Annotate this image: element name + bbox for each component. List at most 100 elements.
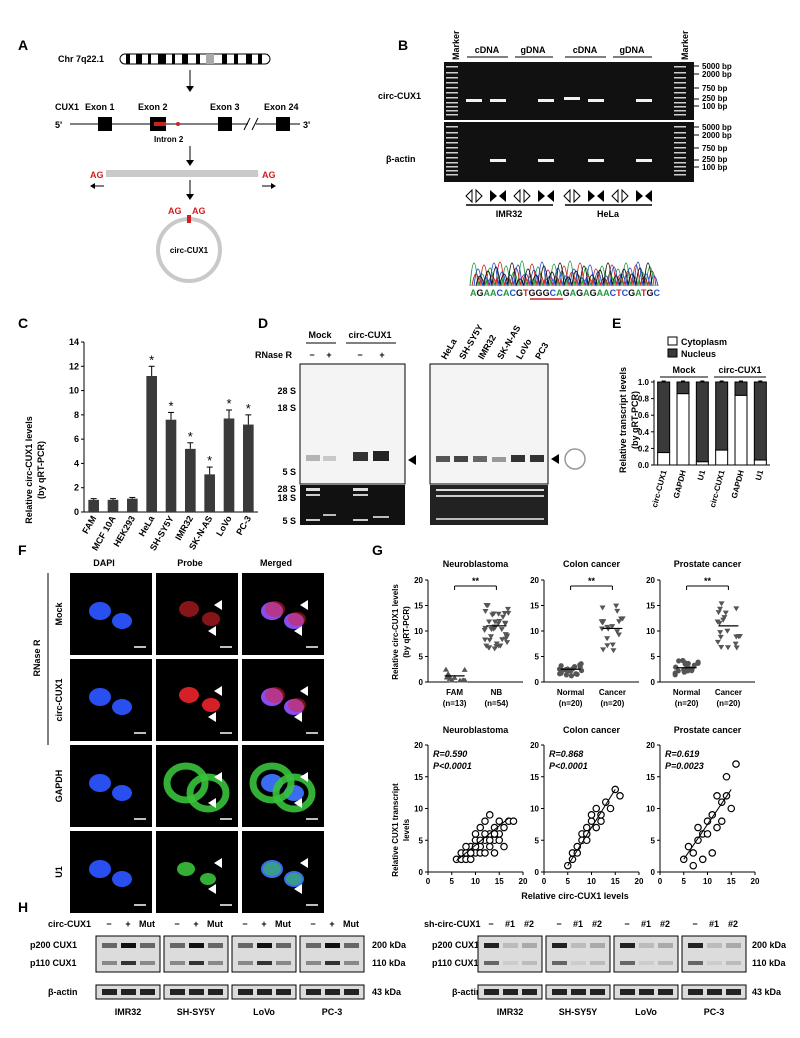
y-tick-label: 20 (646, 576, 655, 585)
band-actin (306, 989, 321, 995)
data-point (599, 626, 606, 632)
data-point (714, 619, 721, 625)
ladder-band (674, 170, 686, 172)
splice-right-label: AG (262, 170, 276, 180)
lane-sign: − (624, 919, 629, 929)
ladder-band (674, 132, 686, 134)
data-point (691, 662, 697, 668)
band-actin (571, 989, 586, 995)
divergent-primer-icon (465, 188, 483, 204)
panel-b-label: B (398, 37, 408, 53)
y-tick-label: 0 (535, 868, 540, 877)
band-actin (121, 989, 136, 995)
arrowhead-icon (214, 772, 222, 782)
band-actin (140, 989, 155, 995)
circ-group-label: circ-CUX1 (348, 330, 391, 340)
panel-b: B Marker Marker cDNA gDNA cDNA gDNA circ… (378, 30, 732, 300)
data-point (614, 608, 621, 614)
band-actin (658, 989, 673, 995)
data-point (722, 772, 731, 781)
group-label: Normal (557, 688, 585, 697)
g-bottom-ylabel-1: Relative CUX1 transcript (391, 783, 400, 877)
correlation-p: P=0.0023 (665, 761, 704, 771)
correlation-p: P<0.0001 (549, 761, 588, 771)
correlation-r: R=0.590 (433, 749, 467, 759)
band-actin (707, 989, 722, 995)
exon-24-label: Exon 24 (264, 102, 299, 112)
data-point (563, 672, 570, 678)
cell-label-imr32: IMR32 (496, 209, 523, 219)
lane-sign: #1 (709, 919, 719, 929)
band-p200 (726, 943, 741, 948)
data-point (600, 647, 607, 653)
ladder-band (674, 162, 686, 164)
band-actin (257, 989, 272, 995)
x-tick-label: PC-3 (234, 514, 253, 537)
data-point (497, 643, 504, 649)
micrograph-u1-probe (156, 831, 238, 913)
panel-c: C Relative circ-CUX1 levels (by qRT-PCR)… (18, 315, 258, 552)
ladder-band (446, 126, 458, 128)
intron-2-label: Intron 2 (154, 135, 184, 144)
band-actin (620, 989, 635, 995)
band-p110 (688, 961, 703, 965)
band-p200 (503, 943, 518, 948)
gel-band (490, 159, 506, 162)
cell-line-label: PC-3 (322, 1007, 343, 1017)
band-p110 (707, 961, 722, 965)
x-tick-label: U1 (696, 469, 707, 482)
panel-c-ylabel-2: (by qRT-PCR) (36, 441, 46, 499)
data-point (689, 668, 695, 674)
data-point (604, 636, 611, 642)
bar-nucleus (753, 381, 767, 461)
data-point (587, 811, 596, 819)
band-p110 (121, 961, 136, 965)
bar-cytoplasm (734, 394, 748, 466)
data-point (556, 666, 563, 672)
group-label: FAM (446, 688, 463, 697)
x-tick-label: 15 (495, 877, 504, 886)
gel-band (588, 99, 604, 102)
convergent-primer-icon (636, 190, 652, 202)
band-actin (522, 989, 537, 995)
data-point (481, 849, 489, 857)
data-point (504, 640, 511, 646)
ladder-band (446, 174, 458, 176)
data-point (491, 625, 498, 631)
exon-1-box (98, 117, 112, 131)
data-point (716, 606, 723, 612)
bar (243, 424, 254, 512)
data-point (713, 791, 721, 800)
ladder-band (674, 72, 686, 74)
cell-line-label: PC-3 (704, 1007, 725, 1017)
band-actin (276, 989, 291, 995)
data-point (444, 674, 451, 680)
data-point (486, 619, 493, 625)
e-group-circ: circ-CUX1 (718, 365, 761, 375)
data-point (484, 603, 491, 609)
micrograph-circ-cux1-dapi (70, 659, 152, 741)
ladder-band (446, 97, 458, 99)
ladder-band (674, 77, 686, 79)
y-tick-label: 15 (530, 773, 539, 782)
arrowhead-icon (208, 712, 216, 722)
band-p200 (344, 943, 359, 948)
micrograph-circ-cux1-probe (156, 659, 238, 741)
mock-group-label: Mock (308, 330, 332, 340)
data-point (500, 823, 508, 832)
g-top-ylabel-1: Relative circ-CUX1 levels (391, 584, 400, 680)
blot-cux1 (681, 935, 747, 973)
marker-28s: 28 S (277, 484, 296, 494)
data-point (609, 624, 616, 630)
y-tick-label: 10 (530, 805, 539, 814)
band-p200 (571, 943, 586, 948)
e-group-mock: Mock (672, 365, 696, 375)
size-250: 250 bp (702, 94, 727, 103)
bar-nucleus (657, 381, 671, 454)
cell-label-hela: HeLa (597, 209, 620, 219)
y-tick-label: 15 (414, 602, 423, 611)
y-tick-label: 0 (419, 678, 424, 687)
ladder-band (446, 82, 458, 84)
band-p110 (238, 961, 253, 965)
band-p200 (102, 943, 117, 948)
